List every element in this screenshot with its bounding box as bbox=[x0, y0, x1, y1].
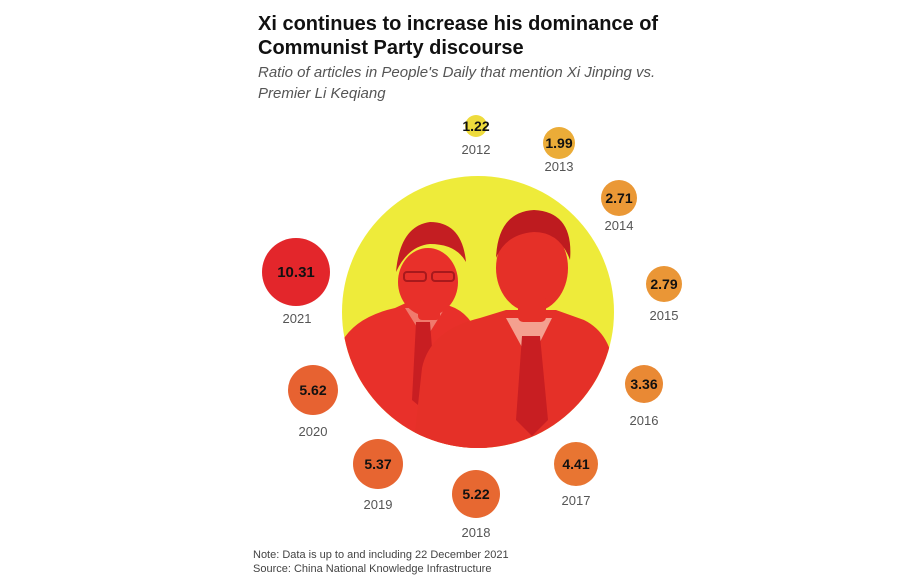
bubbles-layer: 1.22 2012 1.99 2013 2.71 2014 2.79 2015 3.36 2016… bbox=[262, 115, 682, 540]
bubble-2018 bbox=[452, 470, 500, 518]
year-label-2012: 2012 bbox=[462, 142, 491, 157]
bubble-2020 bbox=[288, 365, 338, 415]
bubble-2015 bbox=[646, 266, 682, 302]
year-label-2018: 2018 bbox=[462, 525, 491, 540]
value-label-2020: 5.62 bbox=[299, 382, 326, 398]
bubble-2014 bbox=[601, 180, 637, 216]
bubble-2021 bbox=[262, 238, 330, 306]
bubble-2012 bbox=[465, 115, 487, 137]
year-label-2014: 2014 bbox=[605, 218, 634, 233]
year-label-2016: 2016 bbox=[630, 413, 659, 428]
value-label-2015: 2.79 bbox=[650, 276, 677, 292]
chart-title: Xi continues to increase his dominance o… bbox=[258, 13, 659, 59]
value-label-2014: 2.71 bbox=[605, 190, 632, 206]
footnote: Note: Data is up to and including 22 Dec… bbox=[253, 549, 509, 561]
value-label-2017: 4.41 bbox=[562, 456, 589, 472]
chart-subtitle: Ratio of articles in People's Daily that… bbox=[258, 64, 656, 102]
bubble-2017 bbox=[554, 442, 598, 486]
year-label-2021: 2021 bbox=[283, 311, 312, 326]
source-note: Source: China National Knowledge Infrast… bbox=[253, 563, 492, 575]
value-label-2019: 5.37 bbox=[364, 456, 391, 472]
footer: Note: Data is up to and including 22 Dec… bbox=[253, 548, 509, 576]
value-label-2018: 5.22 bbox=[462, 486, 489, 502]
year-label-2019: 2019 bbox=[364, 497, 393, 512]
bubble-2013 bbox=[543, 127, 575, 159]
bubble-2016 bbox=[625, 365, 663, 403]
bubble-2019 bbox=[353, 439, 403, 489]
central-illustration bbox=[342, 176, 614, 448]
year-label-2017: 2017 bbox=[562, 493, 591, 508]
value-label-2012: 1.22 bbox=[462, 118, 489, 134]
year-label-2015: 2015 bbox=[650, 308, 679, 323]
value-label-2021: 10.31 bbox=[277, 264, 315, 281]
year-label-2020: 2020 bbox=[299, 424, 328, 439]
year-label-2013: 2013 bbox=[545, 159, 574, 174]
value-label-2013: 1.99 bbox=[545, 135, 572, 151]
value-label-2016: 3.36 bbox=[630, 376, 657, 392]
